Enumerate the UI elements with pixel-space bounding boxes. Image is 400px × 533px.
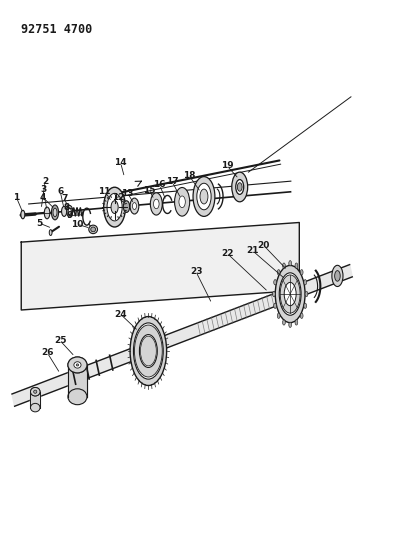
Ellipse shape	[132, 203, 136, 209]
Ellipse shape	[76, 364, 79, 366]
Ellipse shape	[197, 183, 211, 210]
Ellipse shape	[62, 206, 67, 216]
Ellipse shape	[274, 280, 276, 285]
Ellipse shape	[274, 303, 276, 309]
Ellipse shape	[304, 303, 307, 309]
Ellipse shape	[305, 292, 308, 297]
Ellipse shape	[44, 207, 50, 219]
Ellipse shape	[130, 198, 139, 214]
Ellipse shape	[111, 201, 118, 214]
Ellipse shape	[275, 265, 305, 322]
Polygon shape	[21, 222, 299, 310]
Ellipse shape	[74, 362, 81, 368]
Polygon shape	[30, 392, 40, 408]
Ellipse shape	[67, 206, 73, 217]
Ellipse shape	[68, 357, 87, 373]
Ellipse shape	[237, 183, 242, 191]
Ellipse shape	[107, 193, 122, 221]
Ellipse shape	[332, 265, 343, 287]
Ellipse shape	[279, 273, 301, 315]
Ellipse shape	[277, 313, 280, 318]
Polygon shape	[68, 365, 87, 397]
Ellipse shape	[174, 188, 190, 216]
Ellipse shape	[89, 225, 98, 233]
Ellipse shape	[193, 176, 215, 216]
Text: 6: 6	[57, 187, 63, 196]
Ellipse shape	[300, 270, 303, 275]
Text: 25: 25	[54, 336, 66, 345]
Ellipse shape	[304, 280, 307, 285]
Ellipse shape	[30, 387, 40, 396]
Text: 2: 2	[42, 177, 48, 186]
Text: 16: 16	[153, 180, 166, 189]
Text: 10: 10	[71, 220, 83, 229]
Ellipse shape	[280, 275, 300, 313]
Text: 7: 7	[61, 194, 67, 203]
Ellipse shape	[282, 320, 285, 325]
Text: 26: 26	[41, 348, 53, 357]
Ellipse shape	[295, 263, 298, 268]
Ellipse shape	[200, 189, 208, 204]
Ellipse shape	[154, 199, 159, 209]
Ellipse shape	[91, 227, 96, 232]
Text: 5: 5	[36, 219, 42, 228]
Ellipse shape	[134, 323, 163, 379]
Ellipse shape	[232, 172, 248, 202]
Text: 23: 23	[190, 268, 202, 276]
Text: 1: 1	[13, 193, 20, 202]
Ellipse shape	[49, 230, 52, 236]
Text: 4: 4	[40, 193, 46, 202]
Text: 24: 24	[114, 310, 127, 319]
Ellipse shape	[272, 292, 275, 297]
Text: 3: 3	[40, 185, 46, 194]
Ellipse shape	[30, 403, 40, 412]
Text: 21: 21	[246, 246, 259, 255]
Ellipse shape	[34, 390, 37, 393]
Text: 22: 22	[221, 249, 233, 258]
Text: 17: 17	[166, 177, 178, 186]
Ellipse shape	[277, 270, 280, 275]
Ellipse shape	[123, 201, 130, 213]
Text: 13: 13	[122, 189, 134, 198]
Ellipse shape	[282, 263, 285, 268]
Ellipse shape	[179, 196, 185, 208]
Ellipse shape	[130, 317, 167, 385]
Ellipse shape	[68, 357, 87, 373]
Text: 11: 11	[98, 187, 111, 196]
Ellipse shape	[52, 205, 58, 220]
Ellipse shape	[68, 208, 71, 215]
Ellipse shape	[53, 208, 57, 216]
Ellipse shape	[104, 187, 126, 227]
Ellipse shape	[134, 325, 162, 377]
Text: 12: 12	[112, 193, 124, 202]
Ellipse shape	[295, 320, 298, 325]
Ellipse shape	[289, 261, 292, 266]
Ellipse shape	[30, 387, 40, 396]
Ellipse shape	[236, 180, 244, 195]
Ellipse shape	[300, 313, 303, 318]
Ellipse shape	[140, 336, 156, 366]
Polygon shape	[12, 264, 352, 406]
Ellipse shape	[21, 211, 25, 219]
Ellipse shape	[150, 193, 162, 215]
Ellipse shape	[140, 335, 157, 367]
Ellipse shape	[335, 271, 340, 281]
Text: 8: 8	[64, 203, 70, 212]
Text: 9: 9	[66, 211, 73, 220]
Ellipse shape	[289, 322, 292, 327]
Ellipse shape	[68, 389, 87, 405]
Ellipse shape	[284, 282, 296, 306]
Text: 15: 15	[143, 185, 156, 195]
Text: 18: 18	[183, 171, 195, 180]
Text: 20: 20	[257, 241, 270, 250]
Text: 92751 4700: 92751 4700	[21, 22, 92, 36]
Text: 14: 14	[114, 158, 127, 167]
Text: 19: 19	[221, 161, 233, 170]
